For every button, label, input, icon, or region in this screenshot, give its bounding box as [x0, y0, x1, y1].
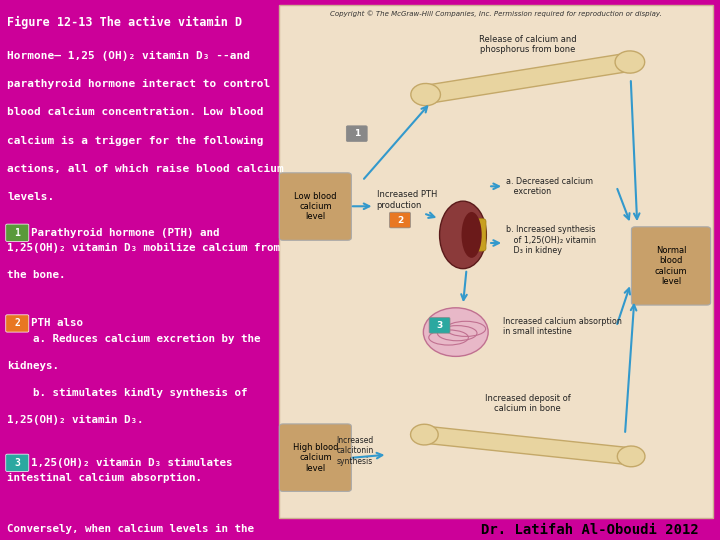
Ellipse shape: [423, 308, 488, 356]
FancyBboxPatch shape: [279, 173, 351, 240]
Text: 3: 3: [14, 458, 20, 468]
Polygon shape: [410, 424, 438, 445]
Text: b. Increased synthesis
   of 1,25(OH)₂ vitamin
   D₃ in kidney: b. Increased synthesis of 1,25(OH)₂ vita…: [506, 225, 596, 255]
Text: blood calcium concentration. Low blood: blood calcium concentration. Low blood: [7, 107, 264, 118]
Text: 2: 2: [397, 215, 403, 225]
Text: Figure 12-13 The active vitamin D: Figure 12-13 The active vitamin D: [7, 16, 243, 29]
Text: Copyright © The McGraw-Hill Companies, Inc. Permission required for reproduction: Copyright © The McGraw-Hill Companies, I…: [330, 11, 662, 17]
Text: 1: 1: [354, 129, 360, 138]
Text: Conversely, when calcium levels in the: Conversely, when calcium levels in the: [7, 524, 254, 535]
Text: Increased deposit of
calcium in bone: Increased deposit of calcium in bone: [485, 394, 571, 413]
Text: High blood
calcium
level: High blood calcium level: [292, 443, 338, 472]
Text: levels.: levels.: [7, 192, 55, 202]
Text: Low blood
calcium
level: Low blood calcium level: [294, 192, 337, 221]
FancyBboxPatch shape: [279, 5, 713, 518]
Text: Increased calcium absorption
in small intestine: Increased calcium absorption in small in…: [503, 317, 621, 336]
Text: Release of calcium and
phosphorus from bone: Release of calcium and phosphorus from b…: [479, 35, 577, 55]
Text: parathyroid hormone interact to control: parathyroid hormone interact to control: [7, 79, 271, 90]
Polygon shape: [423, 53, 632, 104]
Text: 2: 2: [14, 319, 20, 328]
FancyBboxPatch shape: [631, 227, 711, 305]
FancyBboxPatch shape: [279, 424, 351, 491]
FancyBboxPatch shape: [6, 224, 29, 241]
Text: 1: 1: [14, 228, 20, 238]
Text: intestinal calcium absorption.: intestinal calcium absorption.: [7, 473, 202, 483]
Text: Normal
blood
calcium
level: Normal blood calcium level: [654, 246, 688, 286]
FancyBboxPatch shape: [429, 318, 450, 333]
Text: actions, all of which raise blood calcium: actions, all of which raise blood calciu…: [7, 164, 284, 174]
Text: 3: 3: [436, 321, 443, 330]
Text: Parathyroid hormone (PTH) and: Parathyroid hormone (PTH) and: [31, 228, 220, 238]
FancyBboxPatch shape: [6, 315, 29, 332]
Polygon shape: [617, 446, 645, 467]
Text: Dr. Latifah Al-Oboudi 2012: Dr. Latifah Al-Oboudi 2012: [481, 523, 698, 537]
Ellipse shape: [462, 212, 482, 258]
FancyBboxPatch shape: [6, 454, 29, 471]
Text: the bone.: the bone.: [7, 270, 66, 280]
FancyBboxPatch shape: [390, 212, 410, 228]
Text: a. Reduces calcium excretion by the: a. Reduces calcium excretion by the: [7, 334, 261, 344]
FancyBboxPatch shape: [470, 219, 486, 251]
FancyBboxPatch shape: [346, 126, 367, 141]
Text: 1,25(OH)₂ vitamin D₃.: 1,25(OH)₂ vitamin D₃.: [7, 415, 144, 425]
Polygon shape: [423, 426, 633, 465]
Ellipse shape: [440, 201, 487, 268]
Text: a. Decreased calcium
   excretion: a. Decreased calcium excretion: [506, 177, 593, 196]
Text: Increased PTH
production: Increased PTH production: [377, 190, 437, 210]
Text: calcium is a trigger for the following: calcium is a trigger for the following: [7, 136, 264, 146]
Text: Increased
calcitonin
synthesis: Increased calcitonin synthesis: [336, 436, 374, 466]
Polygon shape: [411, 84, 441, 106]
Text: kidneys.: kidneys.: [7, 361, 59, 371]
Text: b. stimulates kindly synthesis of: b. stimulates kindly synthesis of: [7, 388, 248, 398]
Text: 1,25(OH)₂ vitamin D₃ mobilize calcium from: 1,25(OH)₂ vitamin D₃ mobilize calcium fr…: [7, 243, 280, 253]
Polygon shape: [615, 51, 644, 73]
Text: PTH also: PTH also: [31, 319, 83, 328]
Text: Hormone– 1,25 (OH)₂ vitamin D₃ --and: Hormone– 1,25 (OH)₂ vitamin D₃ --and: [7, 51, 251, 62]
Text: 1,25(OH)₂ vitamin D₃ stimulates: 1,25(OH)₂ vitamin D₃ stimulates: [31, 458, 233, 468]
